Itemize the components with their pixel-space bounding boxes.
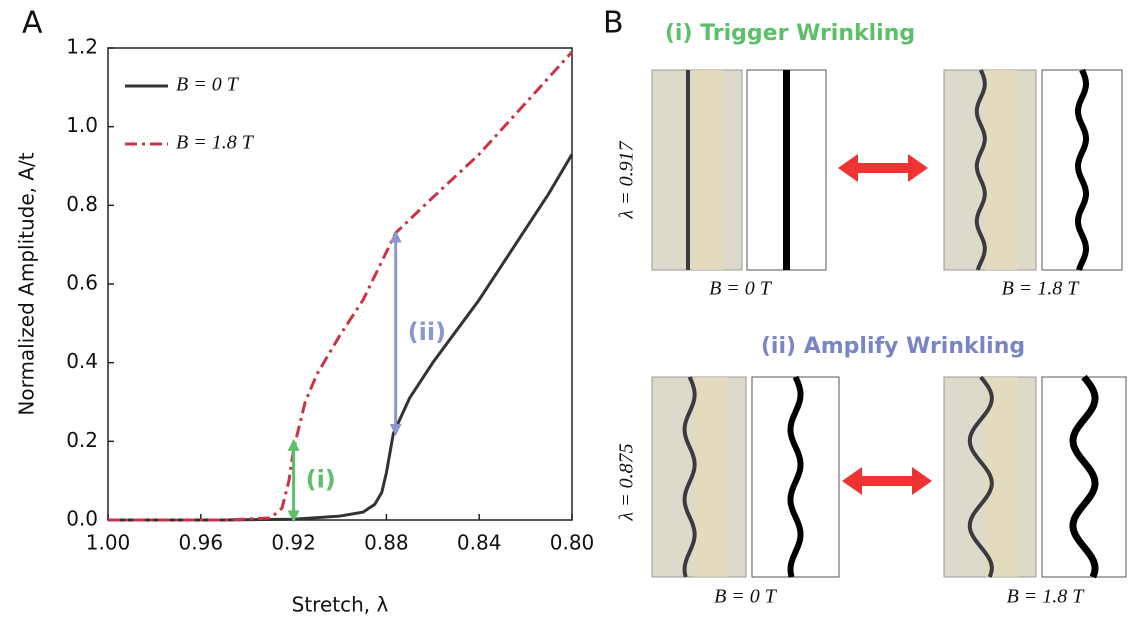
- y-tick-label: 1.0: [66, 113, 98, 137]
- plot-frame: [107, 47, 573, 521]
- x-tick-label: 0.84: [457, 531, 502, 555]
- photo-tint: [694, 377, 728, 577]
- panel-label: A: [22, 6, 43, 41]
- panel-label: B: [603, 6, 624, 41]
- y-tick-label: 1.2: [66, 35, 98, 59]
- legend-label: B = 0 T: [176, 74, 240, 96]
- field-label: B = 0 T: [714, 586, 778, 608]
- field-label: B = 0 T: [709, 278, 773, 300]
- y-tick-label: 0.8: [66, 192, 98, 216]
- x-axis-label: Stretch, λ: [292, 593, 389, 617]
- x-tick-label: 0.88: [364, 531, 409, 555]
- photo-wrinkle: [974, 69, 987, 271]
- double-arrow: [842, 467, 932, 495]
- row-title: (ii) Amplify Wrinkling: [761, 334, 1025, 359]
- x-tick-label: 0.92: [271, 531, 316, 555]
- annotation-label: (i): [306, 466, 336, 494]
- stretch-label: λ = 0.917: [616, 140, 638, 219]
- photo-wrinkle: [967, 375, 994, 578]
- photo-wrinkle: [682, 376, 697, 578]
- schematic-wrinkle: [1074, 68, 1090, 271]
- y-axis-label: Normalized Amplitude, A/t: [15, 152, 39, 415]
- x-tick-label: 0.80: [550, 531, 595, 555]
- schematic-wrinkle: [1069, 374, 1099, 579]
- double-arrow: [838, 154, 928, 182]
- annotation-label: (ii): [408, 318, 446, 346]
- y-tick-label: 0.6: [66, 271, 98, 295]
- y-tick-label: 0.0: [66, 507, 98, 531]
- field-label: B = 1.8 T: [1002, 278, 1081, 300]
- series-line: [108, 50, 574, 522]
- field-label: B = 1.8 T: [1007, 586, 1086, 608]
- y-tick-label: 0.2: [66, 428, 98, 452]
- row-title: (i) Trigger Wrinkling: [665, 21, 915, 46]
- stretch-label: λ = 0.875: [616, 443, 638, 521]
- schematic-wrinkle: [787, 375, 804, 578]
- y-tick-label: 0.4: [66, 349, 98, 373]
- legend-label: B = 1.8 T: [176, 132, 255, 154]
- photo-tint: [692, 70, 724, 270]
- x-tick-label: 0.96: [179, 531, 224, 555]
- panel-b: (i) Trigger Wrinkling (ii) Amplify Wrink…: [616, 21, 1127, 608]
- x-tick-label: 1.00: [86, 531, 131, 555]
- photo-tint: [985, 70, 1018, 270]
